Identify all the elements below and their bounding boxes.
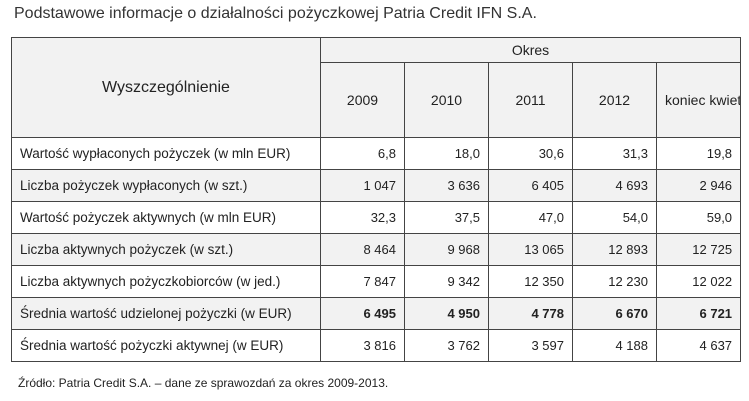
table-cell: 31,3 <box>572 137 657 170</box>
table-cell: 6,8 <box>320 137 405 170</box>
table-cell: 47,0 <box>488 201 573 234</box>
table-cell: 1 047 <box>320 169 405 202</box>
table-cell: 6 721 <box>655 297 742 330</box>
column-header-2010: 2010 <box>404 62 489 138</box>
table-cell: 4 950 <box>404 297 489 330</box>
table-cell: 6 405 <box>488 169 573 202</box>
table-cell: 6 670 <box>572 297 657 330</box>
row-label: Liczba aktywnych pożyczkobiorców (w jed.… <box>11 265 321 298</box>
table-cell: 4 188 <box>572 329 657 362</box>
row-label: Średnia wartość udzielonej pożyczki (w E… <box>11 297 321 330</box>
table-row: Średnia wartość udzielonej pożyczki (w E… <box>11 297 742 330</box>
table-cell: 8 464 <box>320 233 405 266</box>
row-label: Średnia wartość pożyczki aktywnej (w EUR… <box>11 329 321 362</box>
table-cell: 9 342 <box>404 265 489 298</box>
column-header-april-2013: koniec kwietnia 2013 <box>655 62 742 138</box>
period-header: Okres <box>319 37 742 63</box>
table-cell: 12 725 <box>655 233 742 266</box>
table-cell: 4 778 <box>488 297 573 330</box>
row-label: Wartość pożyczek aktywnych (w mln EUR) <box>11 201 321 234</box>
column-header-2009: 2009 <box>320 62 405 138</box>
table-cell: 9 968 <box>404 233 489 266</box>
table-cell: 12 230 <box>572 265 657 298</box>
column-header-2012: 2012 <box>572 62 657 138</box>
column-header-2011: 2011 <box>488 62 573 138</box>
table-cell: 12 350 <box>488 265 573 298</box>
source-note: Źródło: Patria Credit S.A. – dane ze spr… <box>18 376 389 390</box>
table-cell: 6 495 <box>320 297 405 330</box>
table-cell: 7 847 <box>320 265 405 298</box>
table-row: Wartość wypłaconych pożyczek (w mln EUR)… <box>11 137 742 170</box>
table-title: Podstawowe informacje o działalności poż… <box>14 5 537 22</box>
table-cell: 30,6 <box>488 137 573 170</box>
table-cell: 3 816 <box>320 329 405 362</box>
row-label: Wartość wypłaconych pożyczek (w mln EUR) <box>11 137 321 170</box>
table-row: Średnia wartość pożyczki aktywnej (w EUR… <box>11 329 742 362</box>
table-row: Wartość pożyczek aktywnych (w mln EUR) 3… <box>11 201 742 234</box>
table-row: Liczba aktywnych pożyczek (w szt.) 8 464… <box>11 233 742 266</box>
table-cell: 3 597 <box>488 329 573 362</box>
table-cell: 13 065 <box>488 233 573 266</box>
table-cell: 2 946 <box>655 169 742 202</box>
label-header: Wyszczególnienie <box>11 37 321 138</box>
table-cell: 3 636 <box>404 169 489 202</box>
row-label: Liczba pożyczek wypłaconych (w szt.) <box>11 169 321 202</box>
table-cell: 37,5 <box>404 201 489 234</box>
table-cell: 18,0 <box>404 137 489 170</box>
table-cell: 59,0 <box>655 201 742 234</box>
table-cell: 32,3 <box>320 201 405 234</box>
table-cell: 4 637 <box>655 329 742 362</box>
table-row: Liczba pożyczek wypłaconych (w szt.) 1 0… <box>11 169 742 202</box>
table-cell: 12 022 <box>655 265 742 298</box>
table-cell: 3 762 <box>404 329 489 362</box>
table-row: Liczba aktywnych pożyczkobiorców (w jed.… <box>11 265 742 298</box>
table-cell: 4 693 <box>572 169 657 202</box>
data-table: Wyszczególnienie Okres 2009 2010 2011 20… <box>11 37 742 362</box>
row-label: Liczba aktywnych pożyczek (w szt.) <box>11 233 321 266</box>
table-cell: 12 893 <box>572 233 657 266</box>
table-cell: 19,8 <box>655 137 742 170</box>
table-cell: 54,0 <box>572 201 657 234</box>
